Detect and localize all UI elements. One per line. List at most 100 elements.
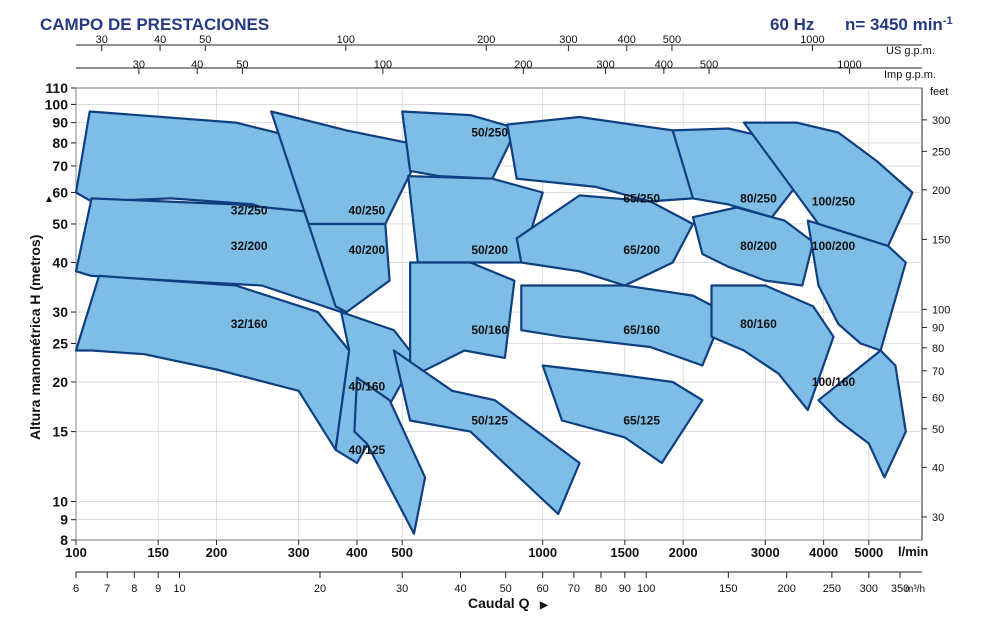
m3h-tick-label: 200	[777, 583, 795, 595]
curve-regions	[74, 110, 914, 535]
y-tick-label: 8	[60, 532, 68, 548]
m3h-tick-label: 30	[396, 583, 408, 595]
feet-tick-label: 150	[932, 234, 950, 246]
y-tick-label: 100	[45, 96, 69, 112]
m3h-tick-label: 7	[104, 583, 110, 595]
y-tick-label: 70	[52, 158, 68, 174]
x-tick-label: 5000	[854, 545, 883, 560]
pump-label-40-125: 40/125	[348, 443, 385, 457]
pump-region-40-200	[307, 222, 391, 314]
x-axis-arrow-icon: ▶	[539, 600, 549, 611]
imp-gpm-tick-label: 30	[133, 59, 145, 71]
y-tick-label: 30	[52, 304, 68, 320]
pump-label-50-200: 50/200	[471, 243, 508, 257]
feet-tick-label: 100	[932, 304, 950, 316]
x-tick-label: 2000	[669, 545, 698, 560]
x-tick-label: 1000	[528, 545, 557, 560]
feet-tick-label: 300	[932, 115, 950, 127]
m3h-tick-label: 9	[155, 583, 161, 595]
us-gpm-tick-label: 200	[477, 34, 495, 46]
pump-label-100-250: 100/250	[812, 194, 856, 208]
speed-label-exp: -1	[943, 15, 953, 27]
pump-region-50-125	[392, 349, 581, 516]
imp-gpm-tick-label: 1000	[837, 59, 861, 71]
feet-units-label: feet	[930, 86, 948, 98]
y-tick-label: 15	[52, 424, 68, 440]
x-tick-label: 150	[147, 545, 169, 560]
x-tick-label: 400	[346, 545, 368, 560]
pump-label-100-200: 100/200	[812, 239, 856, 253]
us-gpm-tick-label: 40	[154, 34, 166, 46]
pump-label-50-125: 50/125	[471, 413, 508, 427]
feet-tick-label: 80	[932, 343, 944, 355]
imp-gpm-tick-label: 400	[655, 59, 673, 71]
pump-label-32-160: 32/160	[231, 317, 268, 331]
feet-tick-label: 60	[932, 392, 944, 404]
x-tick-label: 200	[206, 545, 228, 560]
us-gpm-tick-label: 300	[559, 34, 577, 46]
x-tick-label: 3000	[751, 545, 780, 560]
m3h-tick-label: 250	[823, 583, 841, 595]
m3h-tick-label: 70	[568, 583, 580, 595]
m3h-units-label: m³/h	[905, 584, 925, 595]
us-gpm-tick-label: 100	[337, 34, 355, 46]
us-gpm-tick-label: 30	[96, 34, 108, 46]
x-axis-label: Caudal Q	[468, 595, 530, 611]
us-gpm-tick-label: 50	[199, 34, 211, 46]
m3h-tick-label: 300	[860, 583, 878, 595]
pump-label-40-250: 40/250	[348, 204, 385, 218]
curve-labels: 32/250 32/200 32/160 40/250 40/200 40/160 40/1…	[231, 125, 856, 456]
m3h-tick-label: 80	[595, 583, 607, 595]
m3h-tick-label: 40	[454, 583, 466, 595]
y-tick-label: 9	[60, 512, 68, 528]
feet-tick-label: 90	[932, 322, 944, 334]
pump-region-40-125	[353, 376, 427, 535]
y-tick-label: 10	[52, 494, 68, 510]
x-units-label: l/min	[898, 544, 928, 559]
pump-label-65-125: 65/125	[623, 413, 660, 427]
m3h-tick-label: 150	[719, 583, 737, 595]
feet-tick-label: 250	[932, 146, 950, 158]
speed-label-text: n= 3450 min	[845, 15, 943, 34]
pump-label-65-160: 65/160	[623, 323, 660, 337]
feet-tick-label: 50	[932, 424, 944, 436]
pump-region-65-200	[515, 194, 695, 287]
m3h-tick-label: 60	[537, 583, 549, 595]
imp-gpm-tick-label: 100	[374, 59, 392, 71]
x-tick-label: 100	[65, 545, 87, 560]
pump-label-80-250: 80/250	[740, 191, 777, 205]
frequency-label: 60 Hz	[770, 15, 814, 34]
pump-label-50-250: 50/250	[471, 125, 508, 139]
m3h-tick-label: 6	[73, 583, 79, 595]
speed-label: n= 3450 min-1	[845, 15, 953, 34]
y-tick-label: 80	[52, 135, 68, 151]
imp-gpm-tick-label: 300	[596, 59, 614, 71]
imp-gpm-tick-label: 500	[700, 59, 718, 71]
y-tick-label: 40	[52, 254, 68, 270]
us-gpm-tick-label: 400	[618, 34, 636, 46]
x-tick-label: 500	[391, 545, 413, 560]
pump-label-40-200: 40/200	[348, 243, 385, 257]
pump-region-80-160	[710, 284, 835, 412]
pump-label-40-160: 40/160	[348, 379, 385, 393]
y-tick-label: 110	[45, 80, 68, 96]
pump-label-32-250: 32/250	[231, 204, 268, 218]
pump-label-50-160: 50/160	[471, 323, 508, 337]
x-tick-label: 300	[288, 545, 310, 560]
pump-region-65-160	[520, 284, 726, 367]
m3h-tick-label: 8	[131, 583, 137, 595]
us-gpm-tick-label: 500	[663, 34, 681, 46]
us-gpm-units-label: US g.p.m.	[886, 45, 935, 57]
y-tick-label: 50	[52, 216, 68, 232]
x-tick-label: 1500	[610, 545, 639, 560]
y-tick-label: 90	[52, 115, 68, 131]
chart-title: CAMPO DE PRESTACIONES	[40, 15, 269, 34]
y-tick-label: 60	[52, 185, 68, 201]
m3h-tick-label: 20	[314, 583, 326, 595]
m3h-tick-label: 90	[619, 583, 631, 595]
pump-label-80-160: 80/160	[740, 317, 777, 331]
x-tick-label: 4000	[809, 545, 838, 560]
feet-tick-label: 200	[932, 185, 950, 197]
y-tick-label: 20	[52, 374, 68, 390]
